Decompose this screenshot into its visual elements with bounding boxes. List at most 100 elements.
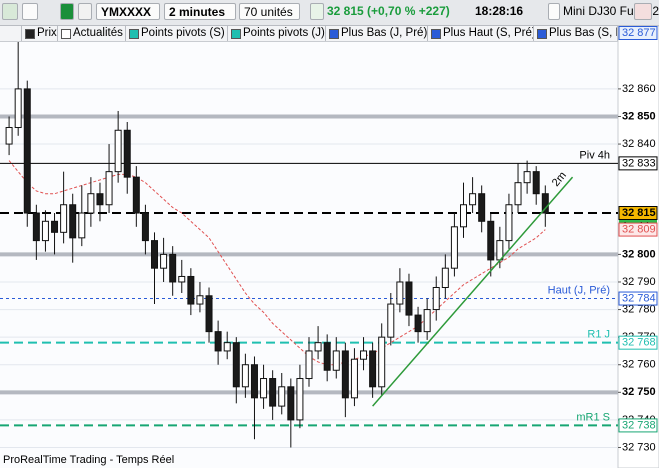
moving-average — [8, 160, 546, 366]
level-name: R1 J — [587, 329, 610, 341]
tabs-toggle[interactable] — [0, 26, 22, 41]
ma-box-bg — [618, 222, 658, 237]
candle-body — [214, 331, 222, 352]
tab[interactable]: Plus Haut (S, Pré) — [428, 26, 534, 41]
candle-body — [287, 386, 295, 421]
candle-body — [123, 129, 131, 178]
candle-body — [541, 193, 549, 214]
candle-body — [32, 212, 40, 242]
candle-body — [14, 88, 22, 129]
clock: 18:28:16 — [475, 4, 524, 18]
y-tick-label: 32 800 — [622, 248, 656, 260]
y-tick-label: 32 850 — [622, 110, 656, 122]
candle-body — [141, 212, 149, 242]
level-box-text: 32 833 — [622, 157, 656, 169]
candle-body — [187, 275, 195, 305]
candle-body — [478, 193, 486, 222]
link-icon[interactable] — [78, 3, 92, 20]
settings-icon[interactable] — [634, 3, 652, 20]
units-select[interactable]: 70 unités — [239, 3, 300, 20]
tab-label: Points pivots (J) — [243, 27, 325, 39]
candle-body — [369, 350, 377, 388]
candle-body — [223, 342, 231, 352]
level-box: 32 815 — [618, 206, 658, 221]
candle-body — [405, 281, 413, 316]
candle-body — [205, 295, 213, 333]
candle-body — [260, 378, 268, 399]
tab-label: Plus Haut (S, Pré) — [443, 27, 534, 39]
candle-body — [69, 204, 77, 239]
candle-body — [523, 171, 531, 184]
tab[interactable]: Plus Bas (J, Pré) — [326, 26, 428, 41]
level-name: mR1 S — [576, 411, 610, 423]
level-box-text: 32 738 — [622, 419, 656, 431]
level-box-text: 32 784 — [622, 292, 656, 304]
y-tick-label: 32 860 — [622, 83, 656, 95]
scale-top-box-bg — [618, 26, 658, 40]
candle-body — [5, 127, 13, 145]
candle-body — [296, 378, 304, 421]
tab[interactable]: Plus Bas (S, Pré) — [534, 26, 618, 41]
candle-body — [323, 342, 331, 371]
candle-body — [23, 88, 31, 214]
candle-body — [378, 336, 386, 388]
y-tick-label: 32 760 — [622, 359, 656, 371]
tab[interactable]: Points pivots (S) — [126, 26, 228, 41]
candle-body — [414, 314, 422, 333]
candle-body — [441, 267, 449, 288]
candle-body — [160, 253, 168, 269]
window-icon[interactable] — [2, 3, 18, 20]
candle-body — [232, 342, 240, 388]
tab[interactable]: Points pivots (J) — [228, 26, 326, 41]
toolbar: YMXXXX 2 minutes 70 unités 32 815 (+0,70… — [0, 0, 659, 26]
candle-body — [423, 309, 431, 333]
tab-label: Plus Bas (J, Pré) — [341, 27, 428, 39]
candle-body — [341, 350, 349, 399]
scale-top-box: 32 877 — [618, 26, 658, 40]
period-select[interactable]: 2 minutes — [164, 3, 236, 20]
color-icon[interactable] — [60, 3, 74, 20]
tab-label: Prix — [37, 27, 57, 39]
candle-body — [387, 303, 395, 338]
candle-body — [487, 220, 495, 261]
candle-body — [396, 281, 404, 305]
candle-body — [332, 350, 340, 371]
candle-body — [105, 171, 113, 206]
candle-body — [360, 350, 368, 360]
menu-icon[interactable] — [22, 3, 38, 20]
candle-body — [532, 171, 540, 195]
level-box-bg — [618, 291, 658, 306]
candle-body — [96, 193, 104, 206]
info-icon — [548, 3, 560, 20]
candle-body — [132, 176, 140, 214]
candle-body — [305, 350, 313, 380]
candle-body — [60, 204, 68, 233]
candle-body — [460, 204, 467, 228]
y-tick-label: 32 780 — [622, 303, 656, 315]
tab[interactable]: Prix — [22, 26, 58, 41]
symbol-select[interactable]: YMXXXX — [96, 3, 160, 20]
ma-box-text: 32 809 — [622, 223, 656, 235]
footer-text: ProRealTime Trading - Temps Réel — [3, 454, 175, 466]
candle-body — [51, 220, 59, 233]
candle-body — [269, 378, 277, 407]
y-tick-label: 32 790 — [622, 276, 656, 288]
level-box: 32 784 — [618, 291, 658, 306]
candle-body — [250, 364, 258, 399]
tab[interactable]: Actualités — [58, 26, 126, 41]
y-tick-label: 32 750 — [622, 386, 656, 398]
level-box: 32 768 — [618, 335, 658, 350]
ma-box: 32 809 — [618, 222, 658, 237]
candle-body — [114, 129, 122, 173]
candle-body — [78, 212, 86, 239]
candle-body — [178, 275, 186, 283]
candle-body — [469, 193, 477, 206]
y-tick-label: 32 840 — [622, 138, 656, 150]
candle-body — [514, 182, 522, 206]
quote-icon — [310, 3, 324, 20]
level-box-text: 32 815 — [622, 207, 656, 219]
last-quote: 32 815 (+0,70 % +227) — [327, 4, 450, 18]
candle-body — [505, 204, 513, 242]
level-box-bg — [618, 206, 658, 221]
